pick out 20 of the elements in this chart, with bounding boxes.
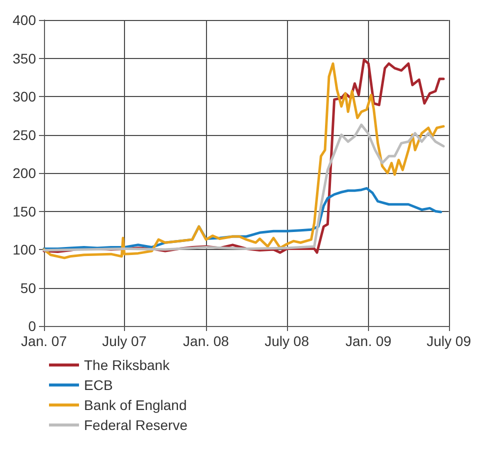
x-tick-label: July 08 — [264, 333, 310, 349]
line-series — [42, 124, 445, 252]
x-tick-label: July 07 — [102, 333, 147, 349]
legend-label: ECB — [84, 377, 113, 393]
y-tick-label: 300 — [12, 88, 36, 104]
y-tick-label: 150 — [12, 203, 36, 220]
y-tick-label: 50 — [20, 280, 36, 296]
y-tick-label: 100 — [12, 242, 36, 258]
legend-label: The Riksbank — [84, 357, 171, 373]
x-tick-label: Jan. 09 — [346, 333, 392, 349]
y-tick-label: 0 — [28, 318, 36, 334]
legend-label: Federal Reserve — [84, 417, 188, 433]
x-tick-label: Jan. 07 — [21, 333, 68, 349]
y-tick-label: 200 — [12, 165, 36, 181]
y-tick-label: 350 — [12, 50, 36, 66]
x-tick-label: July 09 — [426, 333, 472, 349]
legend-label: Bank of England — [84, 397, 187, 413]
y-tick-label: 400 — [12, 12, 36, 28]
y-tick-label: 250 — [12, 126, 36, 143]
x-tick-label: Jan. 08 — [183, 333, 230, 349]
